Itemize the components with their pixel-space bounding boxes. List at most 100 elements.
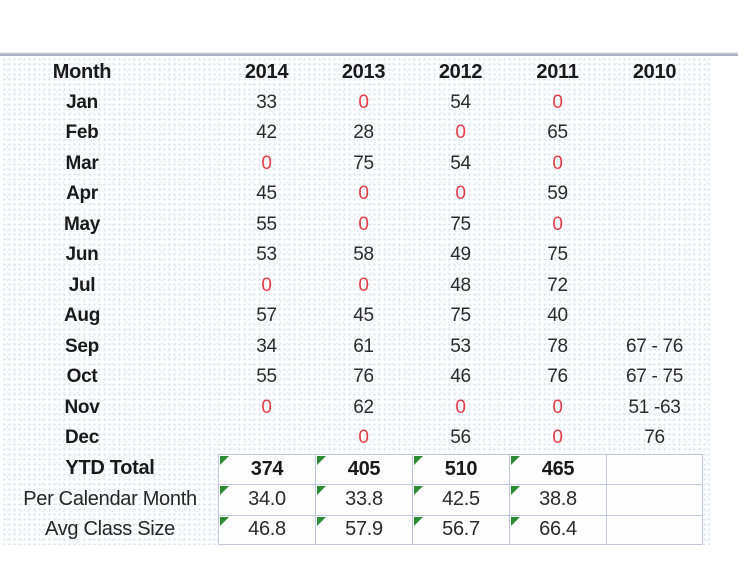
value-cell: 28 [353,122,374,144]
row-label-month: Nov [64,396,100,418]
flag-triangle-icon [414,516,423,526]
value-cell: 59 [547,183,568,205]
value-cell: 75 [450,213,471,235]
row-label-month: Oct [66,366,98,388]
flag-triangle-icon [317,486,326,495]
flag-triangle-icon [220,455,229,465]
value-cell: 0 [261,152,272,174]
summary-value-cell[interactable]: 38.8 [509,484,606,515]
value-cell: 53 [450,335,471,357]
row-label-month: May [63,213,101,235]
value-cell: 0 [552,427,563,449]
table-row-mar: Mar 0 75 54 0 [2,149,710,180]
table-row-jan: Jan 33 0 54 0 [2,88,710,119]
value-cell: 54 [450,91,471,113]
value-cell: 67 - 76 [625,335,684,357]
row-label-month: Apr [66,183,98,205]
column-header-month: Month [52,60,112,83]
value-cell: 75 [547,244,568,266]
table-row-may: May 55 0 75 0 [2,210,710,241]
summary-value-cell[interactable]: 510 [412,453,509,484]
value-cell: 0 [552,396,563,418]
summary-value-cell[interactable] [606,514,703,545]
summary-value-cell[interactable]: 33.8 [315,484,412,515]
value-cell: 48 [450,274,471,296]
summary-value-cell[interactable] [606,453,703,484]
flag-triangle-icon [414,486,423,495]
value-cell: 33 [256,91,277,113]
summary-value-cell[interactable]: 374 [218,453,315,484]
value-cell: 56 [450,427,471,449]
value-cell: 78 [547,335,568,357]
summary-value-cell[interactable]: 42.5 [412,484,509,515]
summary-row-avg-class-size: Avg Class Size 46.8 57.9 56.7 66.4 [2,514,710,545]
summary-row-label: YTD Total [65,457,155,480]
value-cell: 61 [353,335,374,357]
value-cell: 76 [644,427,665,449]
flag-triangle-icon [220,516,229,526]
value-cell: 40 [547,305,568,327]
value-cell: 46 [450,366,471,388]
value-cell: 54 [450,152,471,174]
value-cell: 72 [547,274,568,296]
row-label-month: Mar [65,152,99,174]
value-cell: 0 [552,152,563,174]
summary-value-cell[interactable]: 465 [509,453,606,484]
value-cell: 45 [256,183,277,205]
value-cell: 49 [450,244,471,266]
table-row-feb: Feb 42 28 0 65 [2,118,710,149]
column-header-year: 2011 [536,60,579,83]
row-label-month: Sep [65,335,99,357]
table-row-nov: Nov 0 62 0 0 51 -63 [2,393,710,424]
top-divider [0,52,738,56]
value-cell: 58 [353,244,374,266]
summary-row-per-calendar-month: Per Calendar Month 34.0 33.8 42.5 38.8 [2,484,710,515]
table-row-aug: Aug 57 45 75 40 [2,301,710,332]
summary-value-cell[interactable]: 57.9 [315,514,412,545]
summary-row-label: Per Calendar Month [23,487,197,510]
summary-value-cell[interactable] [606,484,703,515]
value-cell: 0 [358,274,369,296]
summary-row-label: Avg Class Size [45,518,175,541]
summary-value-cell[interactable]: 66.4 [509,514,606,545]
flag-triangle-icon [414,455,423,465]
value-cell: 0 [261,274,272,296]
value-cell: 55 [256,366,277,388]
flag-triangle-icon [511,516,520,526]
table-row-jul: Jul 0 0 48 72 [2,271,710,302]
summary-value-cell[interactable]: 405 [315,453,412,484]
flag-triangle-icon [511,455,520,465]
value-cell: 67 - 75 [625,366,684,388]
flag-triangle-icon [317,516,326,526]
flag-triangle-icon [511,486,520,495]
value-cell: 62 [353,396,374,418]
summary-value-cell[interactable]: 46.8 [218,514,315,545]
flag-triangle-icon [220,486,229,495]
table-row-oct: Oct 55 76 46 76 67 - 75 [2,362,710,393]
column-header-year: 2012 [438,60,483,83]
row-label-month: Jul [68,274,96,296]
value-cell: 0 [455,396,466,418]
row-label-month: Dec [65,427,99,449]
value-cell: 0 [455,183,466,205]
column-header-year: 2013 [341,60,386,83]
value-cell: 0 [358,183,369,205]
value-cell: 0 [358,91,369,113]
value-cell: 55 [256,213,277,235]
value-cell: 45 [353,305,374,327]
row-label-month: Jan [66,91,98,113]
value-cell: 75 [450,305,471,327]
value-cell: 0 [358,213,369,235]
table-row-apr: Apr 45 0 0 59 [2,179,710,210]
summary-value-cell[interactable]: 34.0 [218,484,315,515]
summary-value-cell[interactable]: 56.7 [412,514,509,545]
value-cell: 57 [256,305,277,327]
value-cell: 0 [455,122,466,144]
column-header-year: 2010 [632,60,677,83]
value-cell: 0 [358,427,369,449]
value-cell: 0 [552,91,563,113]
table-row-sep: Sep 34 61 53 78 67 - 76 [2,332,710,363]
value-cell: 76 [547,366,568,388]
value-cell: 75 [353,152,374,174]
